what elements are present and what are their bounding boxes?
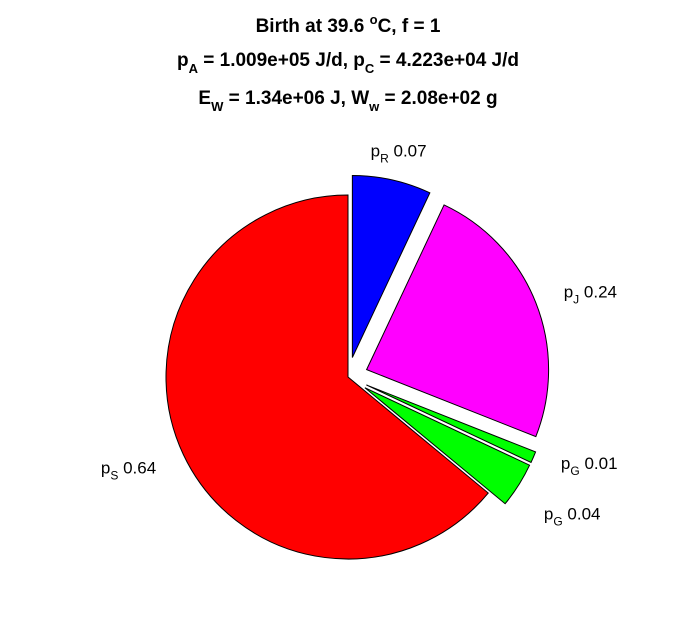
pie-slices	[165, 174, 550, 560]
title-part: = 1.34e+06 J, W	[223, 88, 369, 109]
pie-slice-pg-2	[366, 384, 537, 464]
slice-label-0: pR 0.07	[371, 142, 427, 166]
title-line-1: Birth at 39.6 oC, f = 1	[256, 12, 441, 37]
title-part: E	[198, 88, 211, 109]
pie-slice-pj-1	[365, 204, 550, 438]
pie-slice-pg-3	[364, 387, 531, 505]
title-line-2: pA = 1.009e+05 J/d, pC = 4.223e+04 J/d	[177, 50, 519, 76]
pie-slice-ps-4	[165, 194, 489, 560]
title-part: A	[189, 61, 199, 76]
slice-label-3: pG 0.04	[544, 504, 601, 528]
title-part: W	[211, 99, 224, 114]
slice-label-4: pS 0.64	[101, 458, 156, 482]
slice-label-2: pG 0.01	[561, 454, 618, 478]
pie-slice-pr-0	[351, 174, 431, 358]
title-part: = 4.223e+04 J/d	[374, 50, 519, 71]
slice-labels: pR 0.07 pJ 0.24 pG 0.01 pG 0.04 pS 0.64	[101, 142, 618, 529]
title-part: p	[177, 50, 189, 71]
chart-title: Birth at 39.6 oC, f = 1 pA = 1.009e+05 J…	[177, 12, 519, 114]
title-part: = 2.08e+02 g	[379, 88, 497, 109]
title-part: w	[368, 99, 380, 114]
title-part: C	[365, 61, 375, 76]
slice-label-1: pJ 0.24	[564, 283, 617, 307]
title-part: = 1.009e+05 J/d, p	[198, 50, 365, 71]
title-line-3: EW = 1.34e+06 J, Ww = 2.08e+02 g	[198, 88, 497, 114]
